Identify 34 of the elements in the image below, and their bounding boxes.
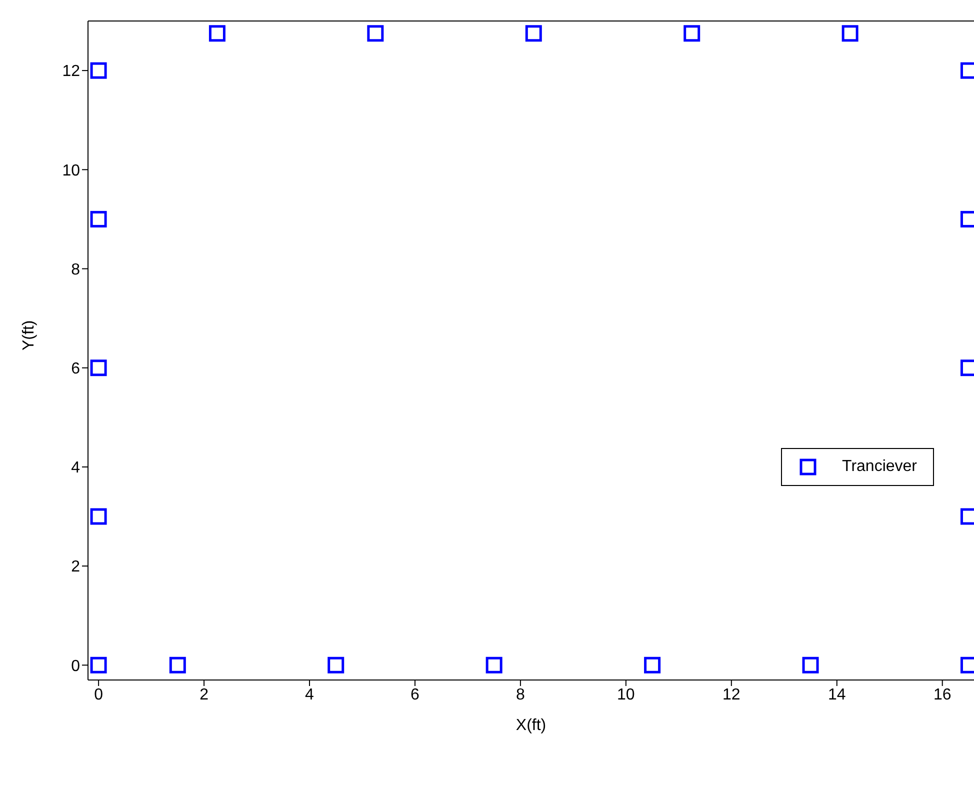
x-tick-label: 16 — [933, 686, 952, 704]
point — [486, 656, 502, 674]
point — [90, 210, 107, 228]
point — [90, 360, 107, 376]
x-tick-label: 0 — [94, 686, 104, 704]
y-tick-label: 6 — [71, 360, 80, 378]
y-tick-label: 2 — [71, 558, 80, 576]
y-tick-label: 12 — [62, 63, 80, 80]
x-tick-label: 12 — [722, 686, 740, 704]
x-tick-label: 2 — [200, 686, 209, 704]
legend-label: Tranciever — [842, 458, 917, 476]
x-tick-label: 4 — [305, 686, 314, 704]
point — [169, 656, 186, 674]
point — [525, 25, 542, 42]
y-tick-label: 10 — [62, 162, 80, 180]
point — [208, 25, 226, 42]
point — [90, 62, 107, 79]
point — [842, 25, 858, 42]
point — [328, 656, 344, 674]
y-tick-label: 0 — [71, 658, 80, 675]
x-tick-label: 14 — [828, 686, 846, 704]
x-axis-title: X(ft) — [516, 717, 546, 734]
point — [684, 25, 700, 42]
point — [367, 25, 384, 42]
y-axis-title: Y(ft) — [20, 320, 38, 350]
point — [802, 656, 819, 674]
x-tick-label: 8 — [516, 686, 525, 704]
point — [90, 508, 107, 525]
point — [644, 656, 661, 674]
x-tick-label: 6 — [410, 686, 420, 704]
y-tick-label: 8 — [71, 261, 80, 278]
y-tick-label: 4 — [71, 460, 80, 477]
x-tick-label: 10 — [617, 686, 635, 704]
point — [90, 656, 107, 674]
